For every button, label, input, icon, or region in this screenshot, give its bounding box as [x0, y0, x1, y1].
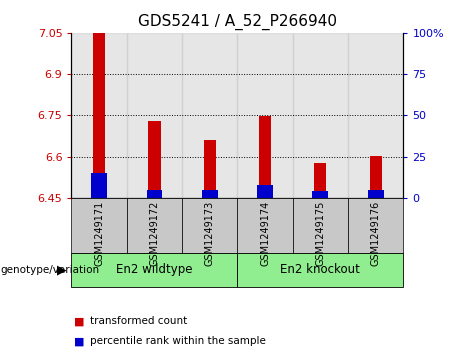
Bar	[204, 140, 216, 198]
Text: ■: ■	[74, 316, 84, 326]
Bar	[148, 121, 160, 198]
Bar	[314, 163, 326, 198]
Bar	[368, 189, 384, 198]
Text: En2 wildtype: En2 wildtype	[116, 264, 193, 276]
Bar	[257, 185, 273, 198]
Bar	[71, 33, 127, 198]
Title: GDS5241 / A_52_P266940: GDS5241 / A_52_P266940	[138, 14, 337, 30]
Bar	[237, 198, 293, 253]
Text: ■: ■	[74, 336, 84, 346]
Bar	[259, 115, 271, 198]
Bar	[293, 33, 348, 198]
Bar	[93, 33, 105, 198]
Text: GSM1249176: GSM1249176	[371, 200, 381, 266]
Text: GSM1249172: GSM1249172	[149, 200, 160, 266]
Bar	[348, 198, 403, 253]
Bar	[237, 253, 403, 287]
Text: percentile rank within the sample: percentile rank within the sample	[90, 336, 266, 346]
Bar	[370, 156, 382, 198]
Bar	[147, 189, 162, 198]
Text: transformed count: transformed count	[90, 316, 187, 326]
Text: En2 knockout: En2 knockout	[280, 264, 361, 276]
Bar	[71, 253, 237, 287]
Bar	[182, 198, 237, 253]
Text: genotype/variation: genotype/variation	[0, 265, 99, 275]
Text: GSM1249174: GSM1249174	[260, 200, 270, 266]
Bar	[182, 33, 237, 198]
Text: ▶: ▶	[57, 264, 67, 276]
Text: GSM1249171: GSM1249171	[94, 200, 104, 266]
Bar	[127, 33, 182, 198]
Bar	[91, 173, 107, 198]
Bar	[202, 189, 218, 198]
Bar	[71, 198, 127, 253]
Bar	[313, 191, 328, 198]
Bar	[237, 33, 293, 198]
Text: GSM1249175: GSM1249175	[315, 200, 325, 266]
Bar	[293, 198, 348, 253]
Bar	[348, 33, 403, 198]
Text: GSM1249173: GSM1249173	[205, 200, 215, 266]
Bar	[127, 198, 182, 253]
